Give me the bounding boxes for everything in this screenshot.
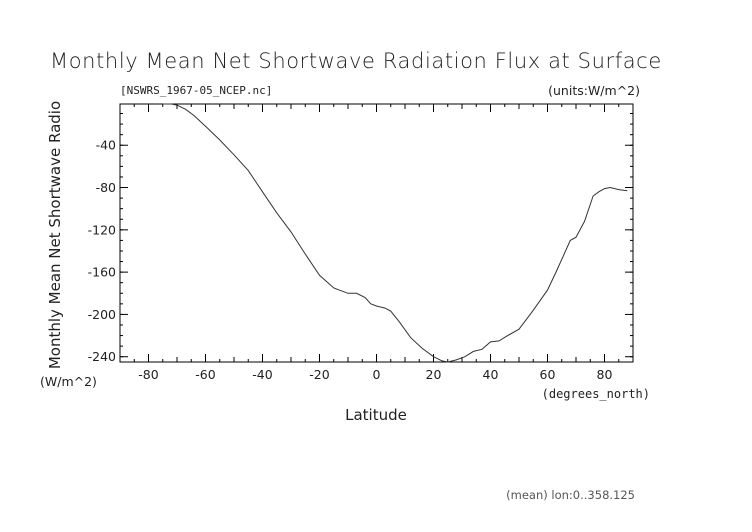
footnote: (mean) lon:0..358.125 (506, 488, 635, 502)
y-axis-label: Monthly Mean Net Shortwave Radio (46, 101, 64, 369)
file-label: [NSWRS_1967-05_NCEP.nc] (120, 84, 272, 97)
y-tick-label: -200 (88, 307, 116, 322)
y-tick-label: -120 (88, 222, 116, 237)
y-tick-label: -160 (88, 265, 116, 280)
chart-title: Monthly Mean Net Shortwave Radiation Flu… (50, 49, 662, 73)
plot-frame (119, 103, 634, 363)
axis-ticks (119, 104, 634, 362)
units-label: (units:W/m^2) (548, 83, 640, 98)
x-tick-label: -20 (309, 367, 329, 382)
x-tick-label: -40 (252, 367, 272, 382)
series-line (162, 103, 628, 363)
x-tick-label: 40 (483, 367, 499, 382)
y-tick-label: -80 (96, 180, 116, 195)
y-tick-label: -240 (88, 349, 116, 364)
x-tick-label: 20 (426, 367, 442, 382)
x-tick-label: 60 (540, 367, 556, 382)
y-tick-label: -40 (96, 138, 116, 153)
axis-tick-labels: -80 -60 -40 -20 0 20 40 60 80-240-200-160-120-80… (88, 138, 613, 382)
plot-area: -80 -60 -40 -20 0 20 40 60 80-240-200-160-120-80… (88, 103, 634, 382)
x-tick-label: -80 (138, 367, 158, 382)
x-tick-label: -60 (195, 367, 215, 382)
y-axis-units: (W/m^2) (40, 374, 97, 389)
x-tick-label: 0 (373, 367, 381, 382)
x-axis-units: (degrees_north) (542, 387, 650, 401)
x-axis-label: Latitude (345, 406, 407, 424)
x-tick-label: 80 (597, 367, 613, 382)
